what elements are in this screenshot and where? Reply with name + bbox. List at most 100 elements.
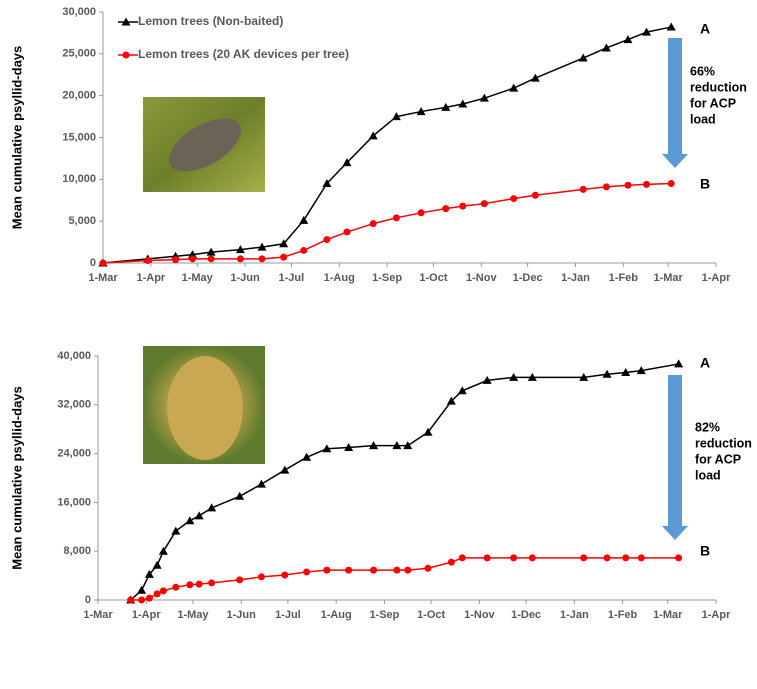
marker xyxy=(196,581,203,588)
x-tick-label: 1-Dec xyxy=(511,609,541,621)
marker xyxy=(280,466,289,474)
annotation: load xyxy=(695,468,721,482)
marker xyxy=(137,586,146,594)
marker xyxy=(259,255,266,262)
x-tick-label: 1-Jul xyxy=(275,609,301,621)
y-tick-label: 8,000 xyxy=(63,545,91,557)
marker xyxy=(643,181,650,188)
marker xyxy=(127,597,134,604)
marker xyxy=(323,567,330,574)
y-axis-title: Mean cumulative psyllid-days xyxy=(9,46,24,230)
marker xyxy=(509,84,518,92)
annotation: load xyxy=(690,112,716,126)
marker xyxy=(393,567,400,574)
marker xyxy=(323,236,330,243)
marker xyxy=(481,200,488,207)
y-tick-label: 20,000 xyxy=(62,90,96,102)
marker xyxy=(280,254,287,261)
reduction-arrow xyxy=(662,375,688,540)
x-tick-label: 1-Mar xyxy=(653,609,683,621)
marker xyxy=(138,597,145,604)
x-tick-label: 1-Apr xyxy=(702,609,731,621)
y-tick-label: 15,000 xyxy=(62,131,96,143)
x-tick-label: 1-Sep xyxy=(372,272,402,284)
marker xyxy=(160,587,167,594)
x-tick-label: 1-Feb xyxy=(609,272,639,284)
marker xyxy=(484,554,491,561)
y-tick-label: 16,000 xyxy=(57,496,91,508)
x-tick-label: 1-Sep xyxy=(369,609,399,621)
marker xyxy=(208,255,215,262)
label-b: B xyxy=(700,176,710,192)
x-tick-label: 1-Jan xyxy=(560,609,589,621)
marker xyxy=(624,182,631,189)
marker xyxy=(580,186,587,193)
x-tick-label: 1-Apr xyxy=(702,272,731,284)
marker xyxy=(171,527,180,535)
marker xyxy=(532,192,539,199)
y-tick-label: 0 xyxy=(85,594,91,606)
marker xyxy=(604,554,611,561)
marker xyxy=(510,195,517,202)
reduction-arrow xyxy=(662,38,688,168)
marker xyxy=(345,567,352,574)
x-tick-label: 1-Mar xyxy=(653,272,683,284)
marker xyxy=(236,576,243,583)
marker xyxy=(510,554,517,561)
marker xyxy=(258,573,265,580)
annotation: 66% xyxy=(690,64,715,78)
marker xyxy=(448,559,455,566)
legend-label: Lemon trees (20 AK devices per tree) xyxy=(138,47,349,61)
marker xyxy=(638,554,645,561)
marker xyxy=(531,74,540,82)
marker xyxy=(208,579,215,586)
x-tick-label: 1-Oct xyxy=(419,272,447,284)
marker xyxy=(186,581,193,588)
marker xyxy=(580,554,587,561)
marker xyxy=(668,180,675,187)
x-tick-label: 1-Nov xyxy=(466,272,497,284)
marker xyxy=(300,247,307,254)
y-tick-label: 25,000 xyxy=(62,48,96,60)
series-line xyxy=(103,184,671,263)
marker xyxy=(622,554,629,561)
marker xyxy=(172,256,179,263)
y-tick-label: 30,000 xyxy=(62,6,96,18)
x-tick-label: 1-Jun xyxy=(230,272,260,284)
marker xyxy=(237,255,244,262)
marker xyxy=(281,571,288,578)
marker xyxy=(667,23,676,31)
series-line xyxy=(131,558,679,600)
annotation: reduction xyxy=(690,80,747,94)
x-tick-label: 1-Aug xyxy=(321,609,352,621)
marker xyxy=(459,203,466,210)
annotation: reduction xyxy=(695,436,752,450)
x-tick-label: 1-Mar xyxy=(88,272,118,284)
x-tick-label: 1-Jun xyxy=(227,609,257,621)
marker xyxy=(154,590,161,597)
x-tick-label: 1-Dec xyxy=(513,272,543,284)
marker xyxy=(153,561,162,569)
label-a: A xyxy=(700,355,710,371)
marker xyxy=(235,492,244,500)
figure: 05,00010,00015,00020,00025,00030,0001-Ma… xyxy=(0,0,757,689)
x-tick-label: 1-Oct xyxy=(417,609,445,621)
marker xyxy=(185,516,194,524)
marker xyxy=(529,554,536,561)
x-tick-label: 1-Apr xyxy=(136,272,165,284)
x-tick-label: 1-Aug xyxy=(324,272,355,284)
marker xyxy=(302,453,311,461)
y-tick-label: 32,000 xyxy=(57,399,91,411)
marker xyxy=(370,567,377,574)
legend-label: Lemon trees (Non-baited) xyxy=(138,14,283,28)
x-tick-label: 1-Apr xyxy=(132,609,161,621)
marker xyxy=(257,480,266,488)
marker xyxy=(144,257,151,264)
y-tick-label: 5,000 xyxy=(68,215,96,227)
marker xyxy=(418,209,425,216)
annotation: 82% xyxy=(695,420,720,434)
marker xyxy=(189,255,196,262)
marker xyxy=(123,52,130,59)
label-a: A xyxy=(700,21,710,37)
marker xyxy=(393,214,400,221)
